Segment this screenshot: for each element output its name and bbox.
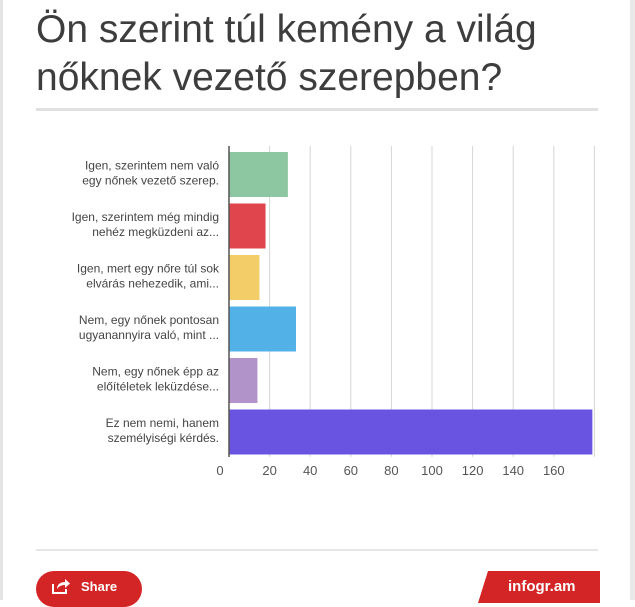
chart-title: Ön szerint túl kemény a világ nőknek vez… bbox=[36, 8, 537, 99]
tick-label: 120 bbox=[462, 463, 484, 478]
share-icon bbox=[52, 579, 70, 594]
bar bbox=[229, 255, 260, 300]
tick-label: 80 bbox=[384, 463, 398, 478]
bar bbox=[229, 409, 593, 455]
tick-label: 140 bbox=[502, 463, 524, 478]
tick-label: 20 bbox=[262, 463, 276, 478]
share-button[interactable]: Share bbox=[36, 571, 142, 607]
tick-label: 0 bbox=[216, 463, 223, 478]
category-label: Igen, szerintem nem való egy nőnek vezető… bbox=[82, 159, 219, 188]
bar bbox=[229, 203, 266, 249]
category-label: Nem, egy nőnek pontosan ugyanannyira való… bbox=[79, 313, 219, 342]
title-divider bbox=[36, 108, 598, 111]
category-label: Ez nem nemi, hanem személyiségi kérdés. bbox=[106, 416, 219, 445]
bar bbox=[229, 358, 258, 403]
category-label: Igen, mert egy nőre túl sok elvárás nehez… bbox=[77, 262, 220, 291]
infogram-brand-link[interactable]: infogr.am bbox=[478, 571, 600, 603]
footer-divider bbox=[36, 549, 598, 551]
bar bbox=[229, 152, 288, 197]
category-label: Nem, egy nőnek épp az előítéletek leküzdé… bbox=[92, 365, 219, 394]
tick-label: 160 bbox=[543, 463, 565, 478]
tick-label: 40 bbox=[303, 463, 317, 478]
frame-right-border bbox=[630, 0, 635, 600]
share-label: Share bbox=[81, 579, 118, 594]
bar bbox=[229, 306, 296, 352]
tick-label: 100 bbox=[421, 463, 443, 478]
category-label: Igen, szerintem még mindig nehéz megküzde… bbox=[72, 210, 219, 239]
brand-label: infogr.am bbox=[508, 578, 576, 595]
frame-left-border bbox=[0, 0, 3, 600]
bar-chart: Igen, szerintem nem való egy nőnek vezető… bbox=[72, 146, 595, 478]
tick-label: 60 bbox=[344, 463, 358, 478]
